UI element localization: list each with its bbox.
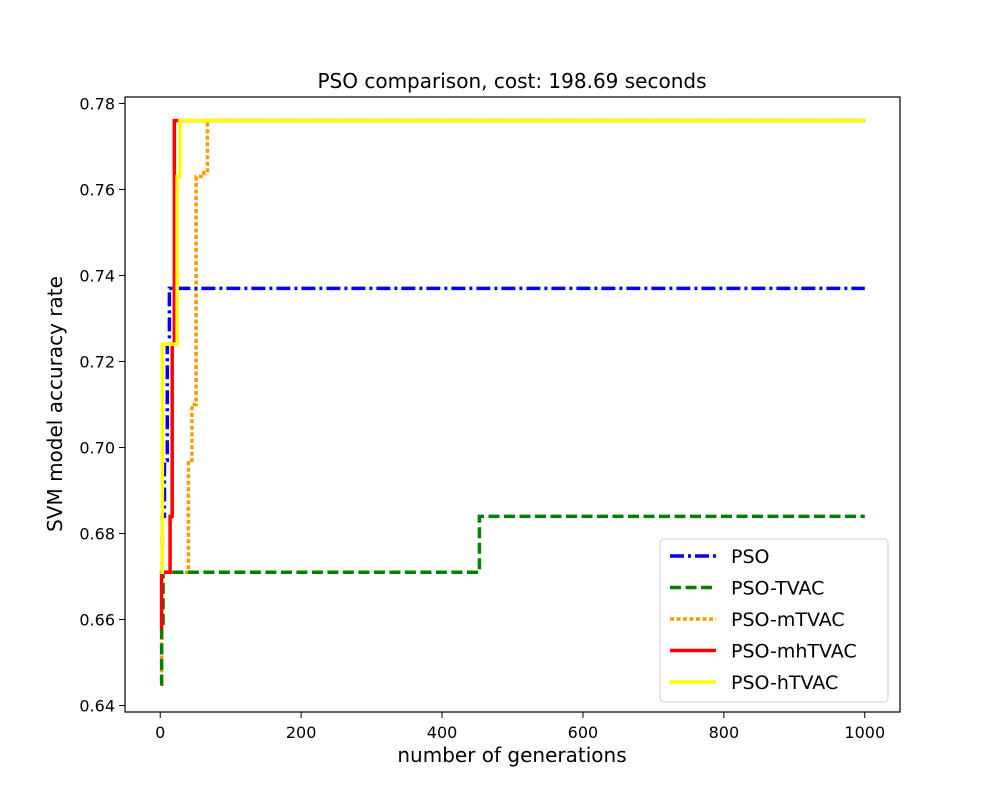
legend: PSO PSO-TVAC PSO-mTVAC PSO-mhTVAC PSO-hTVAC	[659, 538, 889, 703]
y-tick-label: 0.70	[79, 439, 115, 458]
series-line-pso-htvac	[160, 118, 865, 574]
y-axis-label: SVM model accuracy rate	[43, 276, 67, 532]
y-tick-label: 0.72	[79, 352, 115, 371]
plot-area-frame	[124, 96, 901, 713]
x-tick-label: 800	[709, 723, 740, 742]
x-tick-label: 1000	[844, 723, 885, 742]
y-tick-label: 0.64	[79, 697, 115, 716]
y-tick-label: 0.74	[79, 266, 115, 285]
legend-label-pso-htvac: PSO-hTVAC	[731, 672, 838, 694]
y-tick-label: 0.68	[79, 525, 115, 544]
x-tick-label: 400	[427, 723, 458, 742]
series-layer	[159, 118, 865, 686]
legend-label-pso-mtvac: PSO-mTVAC	[731, 609, 845, 631]
y-axis: 0.64 0.66 0.68 0.70 0.72 0.74 0.76 0.78	[79, 94, 125, 716]
y-tick-label: 0.78	[79, 94, 115, 113]
series-line-pso-mhtvac	[159, 118, 865, 630]
chart-title: PSO comparison, cost: 198.69 seconds	[317, 69, 706, 93]
x-tick-label: 0	[155, 723, 165, 742]
x-axis: 0 200 400 600 800 1000	[155, 712, 885, 742]
y-tick-label: 0.66	[79, 611, 115, 630]
legend-label-pso: PSO	[731, 546, 769, 568]
legend-label-pso-mhtvac: PSO-mhTVAC	[731, 641, 857, 663]
x-tick-label: 600	[568, 723, 599, 742]
x-tick-label: 200	[286, 723, 317, 742]
x-axis-label: number of generations	[397, 743, 626, 767]
legend-label-pso-tvac: PSO-TVAC	[731, 578, 824, 600]
y-tick-label: 0.76	[79, 180, 115, 199]
legend-frame	[659, 538, 889, 703]
